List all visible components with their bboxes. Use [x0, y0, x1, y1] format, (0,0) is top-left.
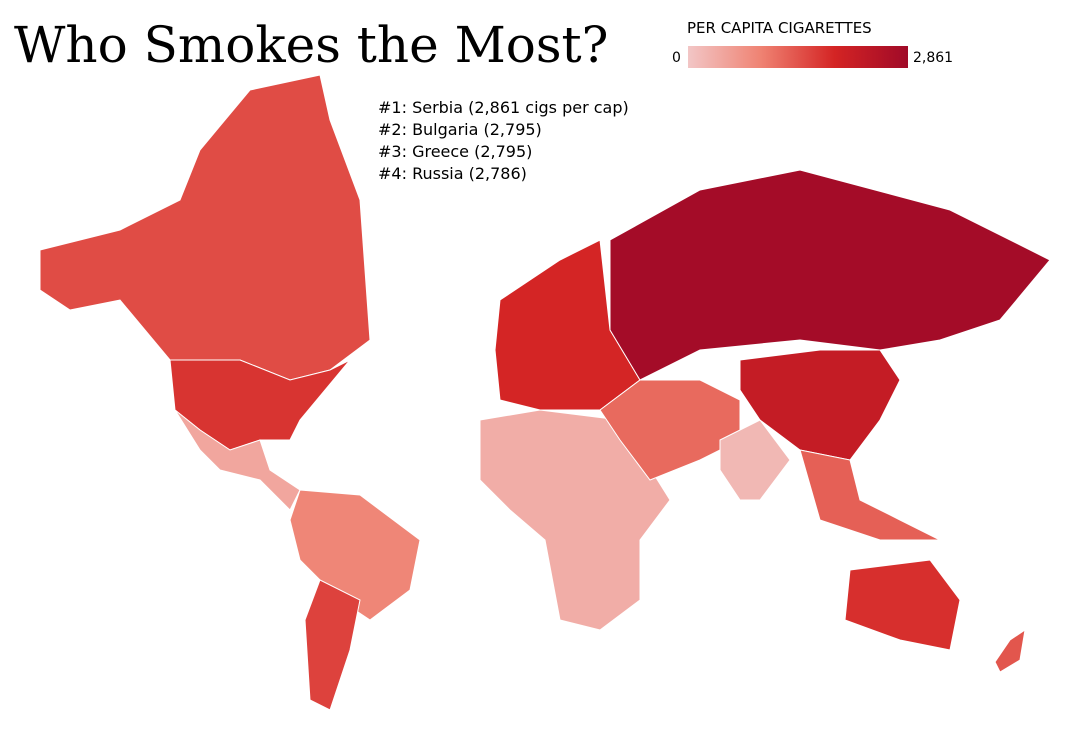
region	[799, 449, 941, 541]
region	[609, 169, 1051, 381]
region	[844, 559, 961, 651]
region	[39, 74, 371, 381]
regions	[39, 74, 1051, 711]
region	[739, 349, 901, 461]
ranking: #1: Serbia (2,861 cigs per cap) #2: Bulga…	[378, 98, 629, 183]
ranking-item: #4: Russia (2,786)	[378, 164, 527, 183]
legend-title: PER CAPITA CIGARETTES	[687, 19, 872, 37]
region	[289, 489, 421, 621]
region	[994, 628, 1026, 673]
region	[719, 419, 791, 501]
ranking-item: #3: Greece (2,795)	[378, 142, 532, 161]
region	[304, 579, 361, 711]
title: Who Smokes the Most?	[14, 16, 608, 74]
ranking-item: #1: Serbia (2,861 cigs per cap)	[378, 98, 629, 117]
legend-max: 2,861	[913, 50, 953, 66]
legend-gradient	[688, 46, 908, 68]
ranking-item: #2: Bulgaria (2,795)	[378, 120, 542, 139]
legend-min: 0	[672, 50, 681, 66]
